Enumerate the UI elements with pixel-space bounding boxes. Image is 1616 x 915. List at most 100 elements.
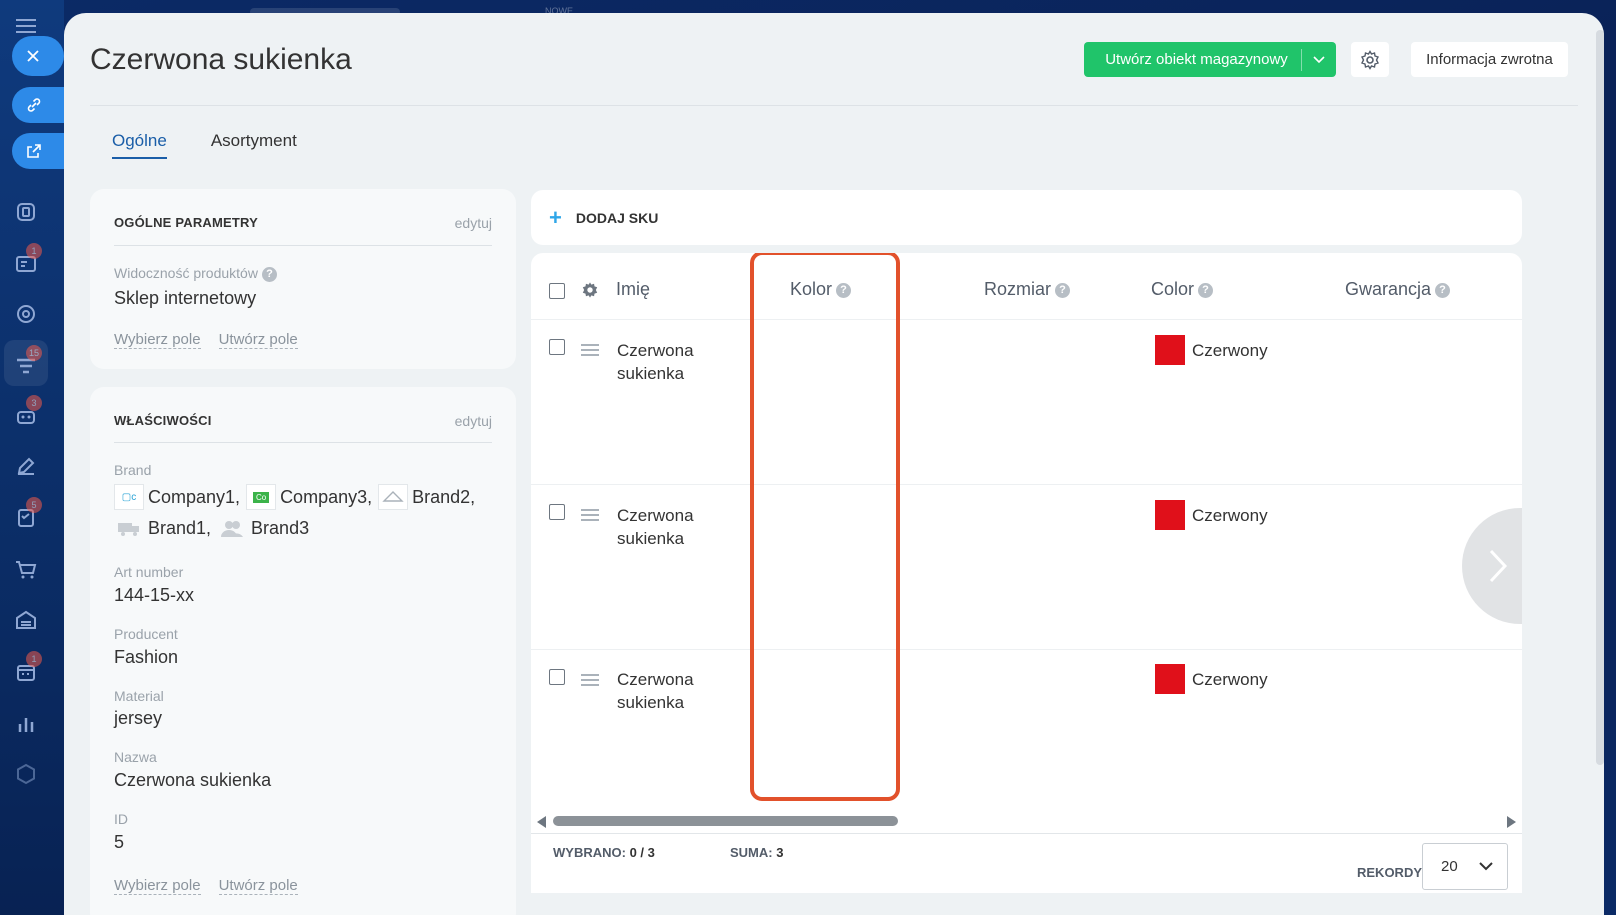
cart-icon[interactable] <box>12 556 40 584</box>
pen-icon[interactable] <box>12 452 40 480</box>
drag-handle-icon[interactable] <box>581 674 599 689</box>
add-sku-button[interactable]: DODAJ SKU <box>575 209 659 226</box>
robot-icon[interactable] <box>12 402 40 430</box>
select-field-link[interactable]: Wybierz pole <box>114 877 201 895</box>
create-inventory-object-label[interactable]: Utwórz obiekt magazynowy <box>1105 51 1288 68</box>
select-all-checkbox[interactable] <box>549 283 565 299</box>
color-swatch <box>1155 500 1185 530</box>
brand-label: Brand <box>114 462 152 478</box>
help-icon[interactable]: ? <box>1198 282 1214 298</box>
sku-name-cell[interactable]: Czerwona sukienka <box>617 504 737 550</box>
select-field-link[interactable]: Wybierz pole <box>114 331 201 349</box>
drag-handle-icon[interactable] <box>581 344 599 359</box>
tab-assortment[interactable]: Asortyment <box>210 131 297 150</box>
column-header-warranty[interactable]: Gwarancja? <box>1345 279 1451 300</box>
sku-name-line[interactable]: sukienka <box>617 693 685 712</box>
crm-icon[interactable] <box>12 250 40 278</box>
goals-icon[interactable] <box>12 300 40 328</box>
id-value: 5 <box>114 832 125 852</box>
help-icon[interactable]: ? <box>1055 282 1071 298</box>
gear-icon[interactable] <box>581 281 599 304</box>
page-title: Czerwona sukienka <box>90 43 352 76</box>
records-per-page-select[interactable]: 20 <box>1422 843 1508 890</box>
close-icon <box>27 50 39 62</box>
material-label: Material <box>114 688 164 704</box>
background-label: NOWE <box>545 6 573 16</box>
truck-icon <box>114 515 144 541</box>
notification-badge: 15 <box>26 345 42 361</box>
help-icon[interactable]: ? <box>1435 282 1451 298</box>
contact-center-icon[interactable] <box>12 198 40 226</box>
column-header-label[interactable]: Color <box>1151 279 1195 299</box>
records-per-page-value[interactable]: 20 <box>1441 858 1458 875</box>
product-panel: Czerwona sukienka Utwórz obiekt magazyno… <box>64 13 1604 915</box>
properties-card: WŁAŚCIWOŚCI edytuj Brand ▢c Company1, Co… <box>90 387 516 915</box>
column-header-size[interactable]: Rozmiar? <box>984 279 1071 300</box>
plus-icon[interactable]: + <box>549 204 562 230</box>
column-header-label[interactable]: Rozmiar <box>984 279 1052 299</box>
row-checkbox[interactable] <box>549 504 565 520</box>
create-inventory-object-button[interactable]: Utwórz obiekt magazynowy <box>1084 42 1336 77</box>
sku-name-line[interactable]: Czerwona <box>617 506 694 525</box>
column-header-name[interactable]: Imię <box>616 279 651 299</box>
tab-general[interactable]: Ogólne <box>112 131 167 159</box>
sku-name-line[interactable]: sukienka <box>617 364 685 383</box>
sku-name-line[interactable]: sukienka <box>617 529 685 548</box>
settings-button[interactable] <box>1351 42 1389 77</box>
color-value: Czerwony <box>1192 506 1268 525</box>
sku-name-line[interactable]: Czerwona <box>617 670 694 689</box>
general-parameters-card: OGÓLNE PARAMETRY edytuj Widoczność produ… <box>90 189 516 369</box>
edit-link[interactable]: edytuj <box>454 215 492 231</box>
scroll-right-button[interactable] <box>1462 508 1522 624</box>
card-title: WŁAŚCIWOŚCI <box>114 413 212 428</box>
column-header-color[interactable]: Color? <box>1151 279 1214 300</box>
settings-hex-icon[interactable] <box>12 760 40 788</box>
total-count: SUMA: 3 <box>730 845 783 860</box>
feedback-button[interactable]: Informacja zwrotna <box>1411 42 1568 77</box>
help-icon[interactable]: ? <box>261 266 277 282</box>
tasks-icon[interactable] <box>12 504 40 532</box>
gear-icon <box>1361 49 1379 70</box>
brand-logo: Co <box>246 484 277 510</box>
horizontal-scrollbar-thumb[interactable] <box>553 816 898 826</box>
column-header-label[interactable]: Gwarancja <box>1345 279 1432 299</box>
sku-name-cell[interactable]: Czerwona sukienka <box>617 668 737 714</box>
sku-name-cell[interactable]: Czerwona sukienka <box>617 339 737 385</box>
chevron-down-icon[interactable] <box>1479 858 1493 875</box>
id-label: ID <box>114 811 128 827</box>
total-label: SUMA: <box>730 845 773 860</box>
add-sku-bar[interactable]: + DODAJ SKU <box>531 190 1522 245</box>
row-checkbox[interactable] <box>549 339 565 355</box>
calendar-icon[interactable] <box>12 658 40 686</box>
brand-list: Brand1, Brand3 <box>114 515 309 541</box>
column-header-label[interactable]: Kolor <box>790 279 833 299</box>
create-field-link[interactable]: Utwórz pole <box>218 331 298 349</box>
visibility-label: Widoczność produktów <box>114 265 258 281</box>
analytics-icon[interactable] <box>12 710 40 738</box>
chevron-right-icon <box>1489 549 1508 583</box>
create-field-link[interactable]: Utwórz pole <box>218 877 298 895</box>
vertical-scrollbar[interactable] <box>1596 30 1604 765</box>
open-new-window-button[interactable] <box>12 133 64 169</box>
color-value: Czerwony <box>1192 670 1268 689</box>
help-icon[interactable]: ? <box>836 282 852 298</box>
notification-badge: 3 <box>26 395 42 411</box>
footer-divider <box>531 833 1522 834</box>
row-checkbox[interactable] <box>549 669 565 685</box>
drag-handle-icon[interactable] <box>581 509 599 524</box>
sku-grid: Imię Kolor? Rozmiar? Color? Gwarancja? C… <box>531 253 1522 893</box>
app-sidebar: 1 15 3 5 1 <box>0 0 64 915</box>
column-header-kolor[interactable]: Kolor? <box>790 279 852 300</box>
menu-icon[interactable] <box>12 12 40 40</box>
edit-link[interactable]: edytuj <box>454 413 492 429</box>
close-slider-button[interactable] <box>12 36 64 76</box>
selected-label: WYBRANO: <box>553 845 626 860</box>
scroll-right-arrow-icon[interactable] <box>1507 816 1516 828</box>
chevron-down-icon[interactable] <box>1302 55 1336 64</box>
scroll-left-arrow-icon[interactable] <box>537 816 546 828</box>
sku-name-line[interactable]: Czerwona <box>617 341 694 360</box>
brand-item: Company1, <box>148 486 241 507</box>
brand-item: Brand1, <box>148 517 212 538</box>
warehouse-icon[interactable] <box>12 606 40 634</box>
copy-link-button[interactable] <box>12 87 64 123</box>
